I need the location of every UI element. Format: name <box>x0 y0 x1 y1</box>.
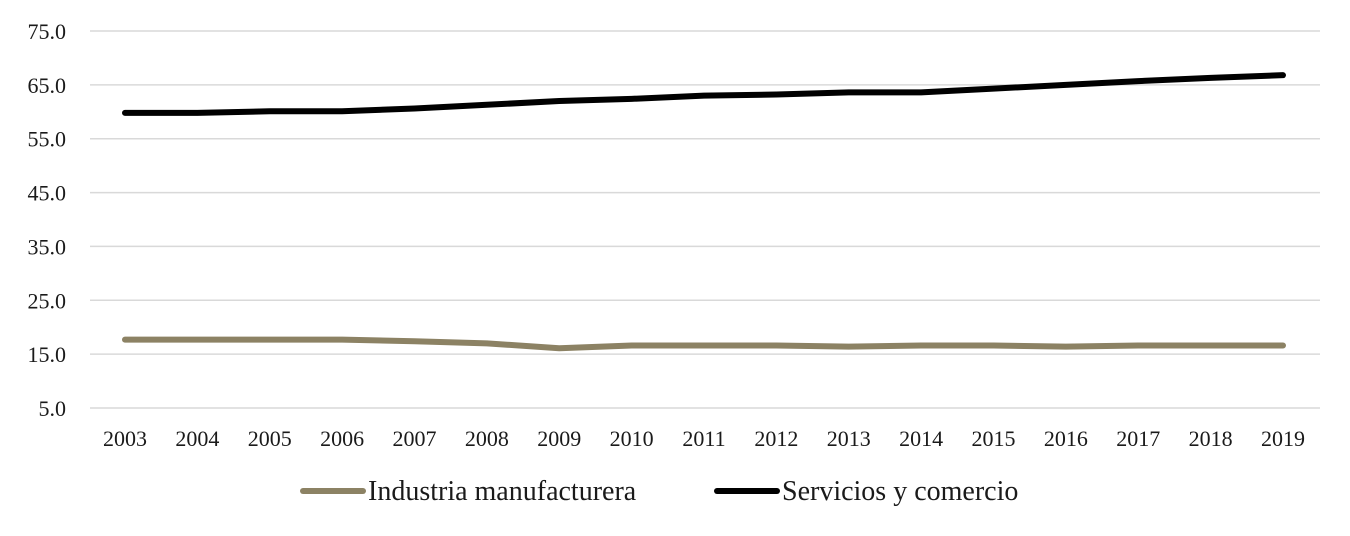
legend-label-0: Industria manufacturera <box>368 476 637 507</box>
y-tick-label: 65.0 <box>28 73 67 98</box>
x-tick-label: 2003 <box>103 426 147 451</box>
y-tick-label: 75.0 <box>28 19 67 44</box>
legend: Industria manufacturera Servicios y comer… <box>300 476 1018 507</box>
x-tick-label: 2012 <box>754 426 798 451</box>
x-tick-label: 2018 <box>1189 426 1233 451</box>
series-lines <box>122 72 1286 352</box>
y-tick-label: 15.0 <box>28 342 67 367</box>
x-tick-label: 2006 <box>320 426 364 451</box>
x-tick-label: 2010 <box>610 426 654 451</box>
x-tick-label: 2011 <box>682 426 725 451</box>
legend-label-1: Servicios y comercio <box>782 476 1018 507</box>
y-tick-label: 35.0 <box>28 234 67 259</box>
series-line-1 <box>122 72 1286 116</box>
x-tick-label: 2016 <box>1044 426 1088 451</box>
x-tick-label: 2005 <box>248 426 292 451</box>
x-tick-label: 2014 <box>899 426 943 451</box>
x-tick-label: 2007 <box>393 426 437 451</box>
x-axis-tick-labels: 2003 2004 2005 2006 2007 2008 2009 2010 2011 2012… <box>103 426 1305 451</box>
x-tick-label: 2013 <box>827 426 871 451</box>
x-tick-label: 2019 <box>1261 426 1305 451</box>
x-tick-label: 2008 <box>465 426 509 451</box>
y-tick-label: 45.0 <box>28 181 67 206</box>
x-tick-label: 2015 <box>972 426 1016 451</box>
series-line-0 <box>122 336 1286 352</box>
y-tick-label: 5.0 <box>39 396 67 421</box>
y-tick-label: 25.0 <box>28 288 67 313</box>
x-tick-label: 2004 <box>175 426 219 451</box>
x-tick-label: 2017 <box>1116 426 1160 451</box>
y-tick-label: 55.0 <box>28 127 67 152</box>
x-tick-label: 2009 <box>537 426 581 451</box>
y-axis-tick-labels: 75.0 65.0 55.0 45.0 35.0 25.0 15.0 5.0 <box>28 19 67 421</box>
gridlines <box>90 30 1320 409</box>
